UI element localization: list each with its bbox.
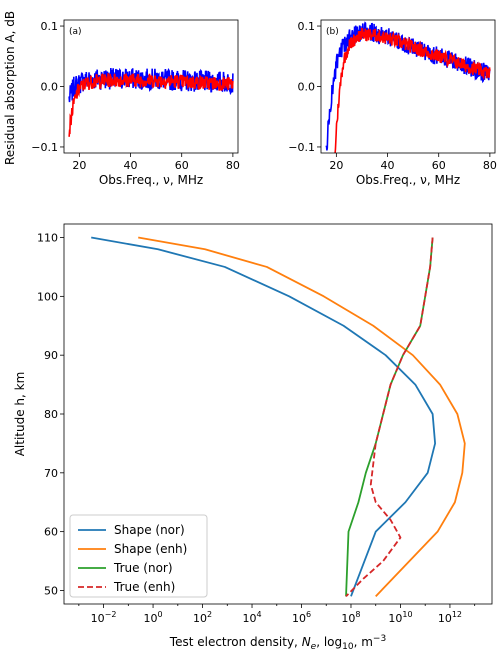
y-tick-label: 70 bbox=[44, 467, 58, 480]
y-tick-label: 0.0 bbox=[41, 81, 59, 94]
legend-label-2: True (nor) bbox=[113, 561, 173, 575]
x-tick-label: 80 bbox=[226, 159, 240, 172]
x-axis-label: Test electron density, Ne, log10, m−3 bbox=[169, 634, 386, 652]
y-tick-label: 0.1 bbox=[298, 20, 316, 33]
y-tick-label: 110 bbox=[37, 232, 58, 245]
series-line-3 bbox=[345, 237, 434, 597]
legend-label-0: Shape (nor) bbox=[114, 523, 185, 537]
x-tick-label: 10−2 bbox=[91, 610, 117, 625]
x-axis-label: Obs.Freq., ν, MHz bbox=[356, 173, 460, 187]
panel-label: (a) bbox=[69, 27, 82, 37]
x-tick-label: 20 bbox=[329, 159, 343, 172]
x-tick-label: 40 bbox=[381, 159, 395, 172]
x-axis-label: Obs.Freq., ν, MHz bbox=[99, 173, 203, 187]
x-tick-label: 1010 bbox=[388, 610, 412, 625]
y-tick-label: 0.1 bbox=[41, 20, 59, 33]
panel-label: (b) bbox=[326, 27, 339, 37]
series-line-2 bbox=[345, 237, 434, 597]
x-tick-label: 60 bbox=[175, 159, 189, 172]
legend-frame bbox=[69, 514, 208, 598]
series-line-1 bbox=[138, 236, 466, 597]
x-tick-label: 80 bbox=[483, 159, 497, 172]
y-tick-label: 80 bbox=[44, 408, 58, 421]
x-tick-label: 108 bbox=[341, 610, 360, 625]
series-line-0 bbox=[91, 236, 436, 597]
y-tick-label: −0.1 bbox=[31, 141, 58, 154]
x-tick-label: 1012 bbox=[438, 610, 462, 625]
panel-b: 20 40 60 80 0.1 0.0 −0.1 (b) Obs.Freq., ν, MHz bbox=[288, 19, 497, 187]
x-tick-label: 40 bbox=[124, 159, 138, 172]
panel-c: 10−2 100 102 104 106 108 1010 1012 50 60 70 80 90 100… bbox=[13, 223, 493, 652]
x-tick-label: 100 bbox=[144, 610, 163, 625]
y-axis-label: Altitude h, km bbox=[13, 372, 27, 457]
x-tick-label: 104 bbox=[242, 610, 261, 625]
red-series-1 bbox=[68, 73, 234, 137]
y-tick-label: 50 bbox=[44, 584, 58, 597]
legend-label-1: Shape (enh) bbox=[114, 542, 187, 556]
plot-area bbox=[68, 67, 234, 137]
y-tick-label: 100 bbox=[37, 290, 58, 303]
y-tick-label: −0.1 bbox=[288, 141, 315, 154]
x-tick-label: 20 bbox=[72, 159, 86, 172]
x-tick-label: 106 bbox=[292, 610, 311, 625]
panel-a: 20 40 60 80 0.1 0.0 −0.1 (a) Obs.Freq., ν, MHz bbox=[31, 19, 240, 187]
y-tick-label: 60 bbox=[44, 526, 58, 539]
x-tick-label: 102 bbox=[193, 610, 212, 625]
y-tick-label: 90 bbox=[44, 349, 58, 362]
shared-ylabel: Residual absorption A, dB bbox=[3, 11, 17, 165]
y-tick-label: 0.0 bbox=[298, 81, 316, 94]
legend: Shape (nor) Shape (enh) True (nor) True (en… bbox=[69, 514, 208, 598]
x-tick-label: 60 bbox=[432, 159, 446, 172]
red-series-1 bbox=[334, 26, 491, 153]
legend-label-3: True (enh) bbox=[113, 580, 175, 594]
plot-area bbox=[325, 21, 491, 153]
